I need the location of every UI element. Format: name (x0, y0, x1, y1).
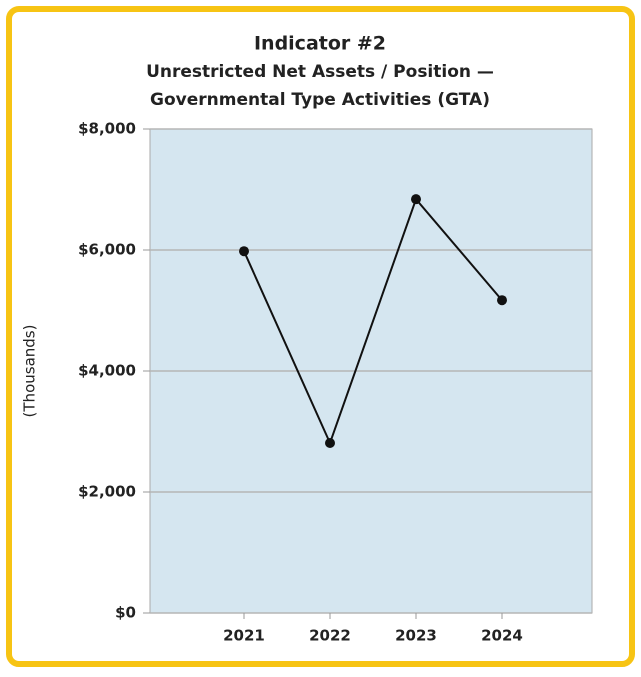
chart-subtitle: Governmental Type Activities (GTA) (150, 90, 490, 110)
point (411, 194, 421, 205)
x-tick-label: 2024 (481, 627, 523, 645)
x-tick-label: 2021 (223, 627, 265, 645)
y-tick-label: $6,000 (78, 241, 136, 259)
x-tick-label: 2022 (309, 627, 351, 645)
point (497, 295, 507, 306)
point (325, 437, 335, 448)
chart-title: Indicator #2 (254, 33, 386, 55)
chart-subtitle: Unrestricted Net Assets / Position — (146, 62, 494, 82)
y-tick-label: $8,000 (78, 120, 136, 138)
y-tick-label: $4,000 (78, 362, 136, 380)
y-tick-label: $2,000 (78, 483, 136, 501)
y-axis-label: (Thousands) (21, 325, 39, 418)
y-tick-label: $0 (115, 604, 136, 622)
x-tick-label: 2023 (395, 627, 437, 645)
point (239, 246, 249, 257)
line (243, 197, 503, 446)
